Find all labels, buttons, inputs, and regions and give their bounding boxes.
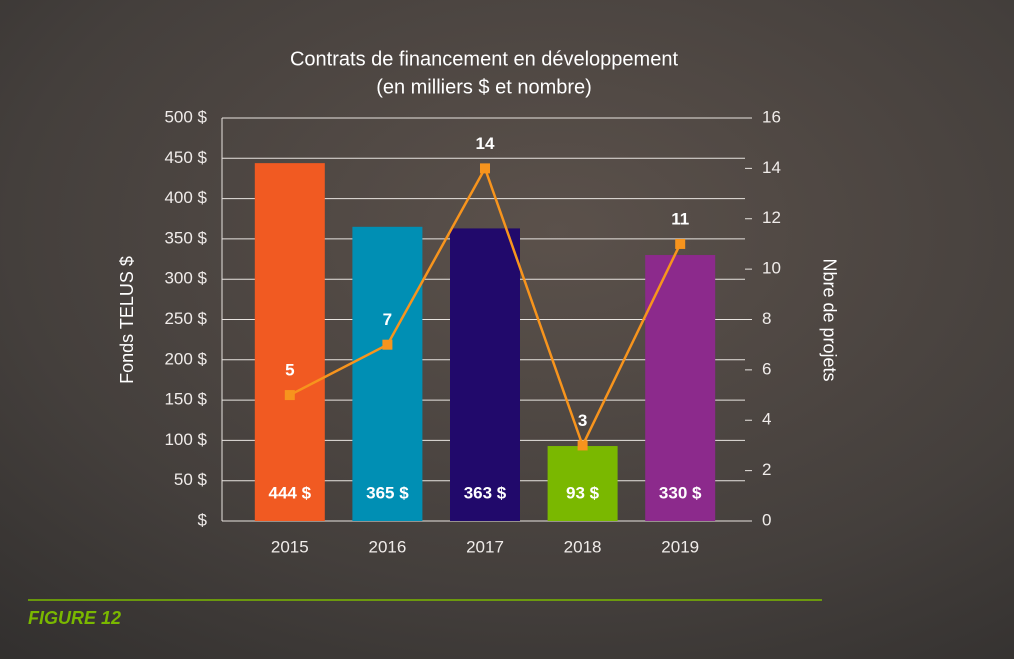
y-tick-label: 350 $ [164,228,207,247]
line-marker [577,440,588,451]
bar [254,163,325,522]
bar [450,228,520,521]
bar-value-label: 444 $ [269,483,312,502]
y-tick-label: 200 $ [164,349,207,368]
y2-tick-label: 2 [762,460,771,479]
y-tick-label: 400 $ [164,188,207,207]
bar [352,226,423,521]
x-tick-label: 2015 [271,537,309,556]
y2-tick-label: 0 [762,510,771,529]
bar [645,255,716,521]
y-axis-label: Fonds TELUS $ [117,256,137,384]
x-tick-label: 2017 [466,537,504,556]
bar-value-label: 93 $ [566,483,600,502]
y2-tick-label: 8 [762,309,771,328]
line-value-label: 14 [476,134,495,153]
x-tick-label: 2019 [661,537,699,556]
chart-subtitle: (en milliers $ et nombre) [376,76,592,98]
line-value-label: 5 [285,361,294,380]
y-tick-label: 450 $ [164,148,207,167]
line-marker [675,238,686,249]
y2-tick-label: 12 [762,208,781,227]
x-tick-label: 2016 [368,537,406,556]
y-tick-label: 300 $ [164,269,207,288]
line-value-label: 11 [671,209,689,228]
y-tick-label: 50 $ [174,470,208,489]
x-tick-label: 2018 [564,537,602,556]
line-value-label: 3 [578,411,587,430]
y2-tick-label: 10 [762,259,781,278]
line-marker [480,163,490,174]
bar-value-label: 365 $ [366,483,409,502]
line-value-label: 7 [383,310,392,329]
y-tick-label: 250 $ [164,309,207,328]
y-tick-label: 150 $ [164,390,207,409]
y-tick-label: 500 $ [164,107,207,126]
bar-value-label: 330 $ [659,483,702,502]
line-marker [284,390,295,401]
y-tick-label: 100 $ [164,430,207,449]
line-marker [382,339,393,350]
bar [547,446,618,521]
y2-tick-label: 16 [762,107,781,126]
y2-tick-label: 6 [762,359,771,378]
y2-tick-label: 4 [762,410,771,429]
y2-axis-label: Nbre de projets [819,258,839,381]
chart-title: Contrats de financement en développement [290,48,678,70]
figure-caption: FIGURE 12 [28,608,121,628]
y2-tick-label: 14 [762,158,781,177]
bar-value-label: 363 $ [464,483,507,502]
y-tick-label: $ [198,510,208,529]
